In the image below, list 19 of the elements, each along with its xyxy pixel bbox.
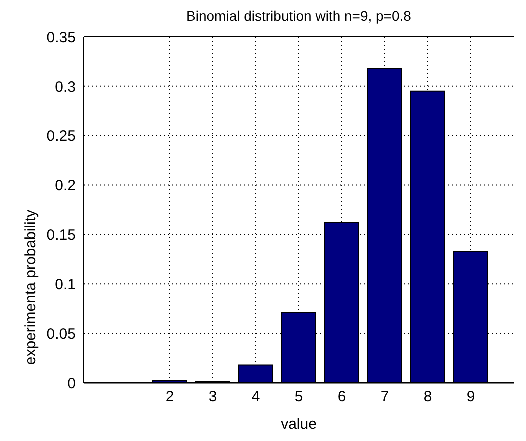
y-tick-label: 0.05 [46, 326, 76, 343]
y-axis-title: experimenta probability [22, 210, 40, 366]
y-tick-label: 0.15 [46, 227, 76, 244]
x-axis-title: value [281, 416, 317, 433]
y-tick-label: 0.25 [46, 128, 76, 146]
x-tick-label: 4 [252, 388, 260, 406]
y-tick-label: 0.2 [55, 178, 76, 195]
x-tick-label: 3 [208, 388, 218, 406]
x-tick-label: 5 [294, 388, 304, 406]
y-tick-label: 0.3 [55, 78, 76, 96]
x-tick-label: 6 [338, 388, 346, 406]
x-tick-label: 8 [424, 388, 432, 406]
x-tick-label: 2 [166, 388, 174, 406]
chart-title: Binomial distribution with n=9, p=0.8 [186, 8, 412, 24]
y-tick-label: 0 [68, 375, 76, 392]
x-tick-label: 7 [380, 388, 390, 406]
x-tick-label: 9 [466, 388, 476, 406]
y-tick-label: 0.35 [46, 29, 76, 46]
y-tick-label: 0.1 [55, 276, 76, 294]
